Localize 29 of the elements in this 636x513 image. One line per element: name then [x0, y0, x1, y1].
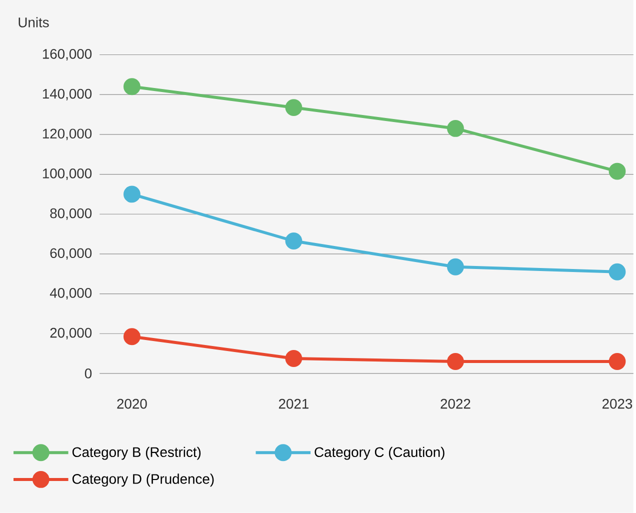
- point: [285, 99, 302, 116]
- point: [447, 120, 464, 137]
- point: [123, 328, 140, 346]
- legend-label: Category C (Caution): [314, 446, 444, 460]
- legend-label: Category D (Prudence): [72, 474, 214, 487]
- y-tick-label: 80,000: [50, 208, 92, 220]
- point: [447, 353, 464, 370]
- point: [608, 353, 626, 370]
- x-tick-label: 2023: [602, 398, 632, 409]
- point: [285, 350, 302, 368]
- y-tick-label: 40,000: [50, 288, 92, 300]
- point: [123, 78, 140, 96]
- x-tick-label: 2022: [440, 398, 470, 409]
- point: [608, 162, 626, 180]
- y-tick-label: 0: [84, 368, 92, 378]
- y-tick-label: 100,000: [42, 168, 92, 180]
- y-tick-label: 160,000: [42, 49, 92, 61]
- point: [608, 263, 626, 280]
- y-tick-label: 60,000: [50, 248, 92, 260]
- x-tick-label: 2021: [278, 398, 308, 409]
- y-tick-label: 120,000: [42, 128, 92, 140]
- point: [285, 232, 302, 250]
- legend-label: Category B (Restrict): [72, 446, 201, 460]
- y-tick-label: 140,000: [42, 88, 92, 100]
- y-tick-label: 20,000: [50, 328, 92, 340]
- point: [447, 258, 464, 276]
- x-tick-label: 2020: [117, 398, 147, 409]
- y-axis-title: Units: [18, 17, 49, 28]
- point: [123, 186, 140, 203]
